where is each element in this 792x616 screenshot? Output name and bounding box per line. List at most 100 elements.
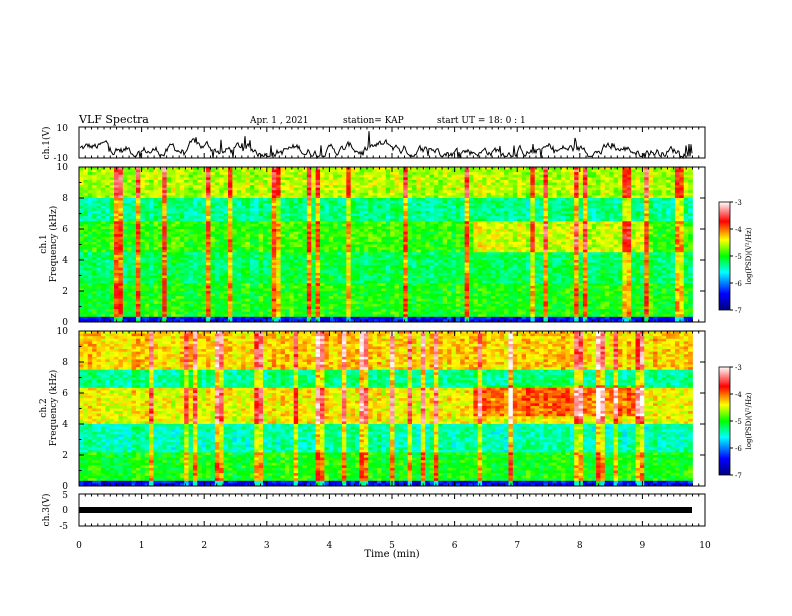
spectrogram-cell (101, 216, 106, 219)
spectrogram-cell (399, 245, 404, 248)
spectrogram-cell (136, 219, 141, 222)
spectrogram-cell (377, 237, 382, 240)
spectrogram-cell (636, 221, 641, 224)
spectrogram-cell (158, 208, 163, 211)
spectrogram-cell (189, 232, 194, 235)
spectrogram-cell (618, 224, 623, 227)
spectrogram-cell (552, 175, 557, 178)
spectrogram-cell (421, 221, 426, 224)
spectrogram-cell (377, 250, 382, 253)
spectrogram-cell (197, 170, 202, 173)
spectrogram-cell (592, 188, 597, 191)
spectrogram-cell (136, 221, 141, 224)
spectrogram-cell (281, 211, 286, 214)
spectrogram-cell (215, 245, 220, 248)
spectrogram-cell (351, 185, 356, 188)
spectrogram-cell (447, 237, 452, 240)
spectrogram-cell (132, 170, 137, 173)
spectrogram-cell (495, 172, 500, 175)
spectrogram-cell (473, 239, 478, 242)
spectrogram-cell (500, 185, 505, 188)
spectrogram-cell (399, 216, 404, 219)
spectrogram-cell (281, 239, 286, 242)
spectrogram-cell (526, 206, 531, 209)
spectrogram-cell (666, 242, 671, 245)
spectrogram-cell (97, 234, 102, 237)
spectrogram-cell (530, 183, 535, 186)
spectrogram-cell (579, 229, 584, 232)
spectrogram-cell (482, 193, 487, 196)
spectrogram-cell (565, 224, 570, 227)
spectrogram-cell (224, 193, 229, 196)
spectrogram-cell (386, 206, 391, 209)
spectrogram-cell (443, 195, 448, 198)
spectrogram-cell (451, 250, 456, 253)
spectrogram-cell (355, 190, 360, 193)
spectrogram-cell (583, 250, 588, 253)
spectrogram-cell (644, 172, 649, 175)
spectrogram-cell (557, 193, 562, 196)
spectrogram-cell (250, 206, 255, 209)
spectrogram-cell (473, 211, 478, 214)
spectrogram-cell (482, 247, 487, 250)
spectrogram-cell (438, 229, 443, 232)
spectrogram-cell (114, 239, 119, 242)
spectrogram-cell (561, 229, 566, 232)
spectrogram-cell (219, 226, 224, 229)
spectrogram-cell (618, 219, 623, 222)
spectrogram-cell (460, 198, 465, 201)
spectrogram-cell (381, 242, 386, 245)
spectrogram-cell (289, 234, 294, 237)
spectrogram-cell (114, 183, 119, 186)
spectrogram-cell (118, 221, 123, 224)
spectrogram-cell (241, 229, 246, 232)
spectrogram-cell (132, 255, 137, 258)
spectrogram-cell (228, 198, 233, 201)
spectrogram-cell (640, 219, 645, 222)
spectrogram-cell (636, 195, 641, 198)
spectrogram-cell (237, 224, 242, 227)
spectrogram-cell (294, 177, 299, 180)
spectrogram-cell (465, 216, 470, 219)
spectrogram-cell (592, 214, 597, 217)
spectrogram-cell (101, 193, 106, 196)
spectrogram-cell (184, 221, 189, 224)
spectrogram-cell (557, 180, 562, 183)
spectrogram-cell (110, 252, 115, 255)
spectrogram-cell (548, 250, 553, 253)
spectrogram-cell (513, 234, 518, 237)
spectrogram-cell (491, 175, 496, 178)
spectrogram-cell (149, 245, 154, 248)
spectrogram-cell (136, 250, 141, 253)
spectrogram-cell (465, 252, 470, 255)
spectrogram-cell (491, 226, 496, 229)
spectrogram-cell (688, 224, 693, 227)
spectrogram-cell (657, 177, 662, 180)
spectrogram-cell (434, 180, 439, 183)
spectrogram-cell (473, 224, 478, 227)
spectrogram-cell (631, 170, 636, 173)
spectrogram-cell (368, 177, 373, 180)
spectrogram-cell (451, 201, 456, 204)
spectrogram-cell (276, 185, 281, 188)
spectrogram-cell (570, 177, 575, 180)
spectrogram-cell (324, 224, 329, 227)
spectrogram-cell (548, 183, 553, 186)
spectrogram-cell (158, 188, 163, 191)
spectrogram-cell (390, 226, 395, 229)
spectrogram-cell (666, 190, 671, 193)
spectrogram-cell (97, 206, 102, 209)
spectrogram-cell (522, 221, 527, 224)
spectrogram-cell (241, 219, 246, 222)
spectrogram-cell (329, 219, 334, 222)
spectrogram-cell (425, 247, 430, 250)
spectrogram-cell (355, 242, 360, 245)
spectrogram-cell (487, 234, 492, 237)
spectrogram-cell (622, 170, 627, 173)
spectrogram-cell (627, 185, 632, 188)
spectrogram-cell (482, 177, 487, 180)
spectrogram-cell (386, 193, 391, 196)
spectrogram-cell (640, 185, 645, 188)
spectrogram-cell (219, 234, 224, 237)
spectrogram-cell (622, 208, 627, 211)
